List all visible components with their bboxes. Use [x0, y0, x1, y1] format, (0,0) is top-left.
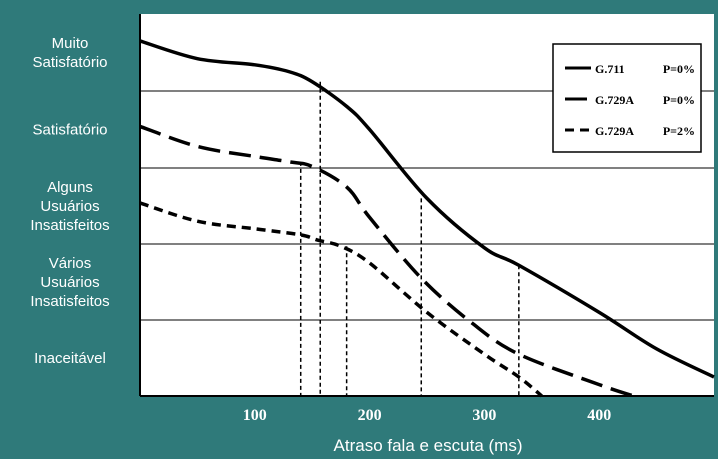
x-tick-label: 200 — [358, 407, 382, 424]
x-axis-title: Atraso fala e escuta (ms) — [334, 436, 523, 455]
x-tick-label: 400 — [587, 407, 611, 424]
legend-loss: P=0% — [663, 93, 695, 107]
x-tick-label: 100 — [243, 407, 267, 424]
y-band-label: Satisfatório — [32, 122, 107, 139]
legend-codec: G.729A — [595, 93, 634, 107]
legend-loss: P=2% — [663, 124, 695, 138]
y-band-label: Vários Usuários Insatisfeitos — [30, 255, 109, 310]
series-line-2 — [139, 124, 635, 398]
series-line-1 — [139, 39, 715, 379]
legend-codec: G.729A — [595, 124, 634, 138]
y-band-label: Alguns Usuários Insatisfeitos — [30, 179, 109, 234]
y-band-label: Muito Satisfatório — [32, 35, 107, 71]
legend-loss: P=0% — [663, 62, 695, 76]
y-band-label: Inaceitável — [34, 350, 106, 367]
x-tick-label: 300 — [472, 407, 496, 424]
legend-codec: G.711 — [595, 62, 625, 76]
